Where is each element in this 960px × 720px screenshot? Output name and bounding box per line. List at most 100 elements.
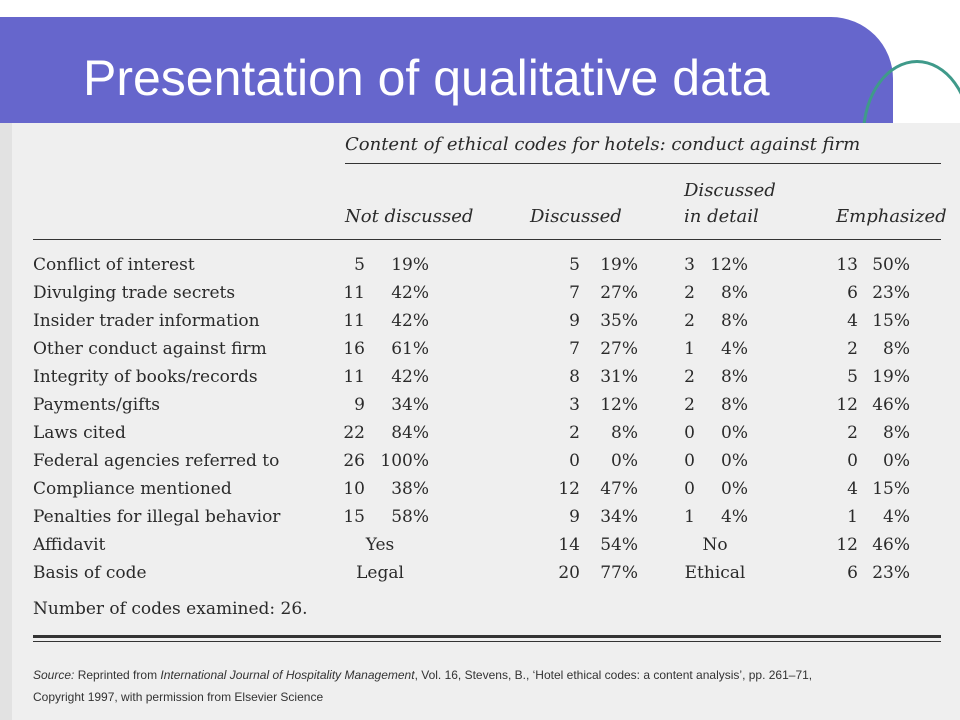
discussed-percent: 27% [600,339,638,359]
table-row: Compliance mentioned 10 38% 12 47% 0 0% … [0,475,960,503]
not-discussed-percent: 42% [391,311,429,331]
in-detail-count: 2 [684,311,695,331]
in-detail-percent: 0% [721,423,748,443]
not-discussed-count: 22 [343,423,365,443]
in-detail-percent: 8% [721,367,748,387]
not-discussed-count: 11 [343,283,365,303]
table-row: Other conduct against firm 16 61% 7 27% … [0,335,960,363]
emphasized-percent: 15% [872,311,910,331]
discussed-percent: 27% [600,283,638,303]
table-row: Laws cited 22 84% 2 8% 0 0% 2 8% [0,419,960,447]
in-detail-count: 1 [684,507,695,527]
discussed-count: 12 [558,479,580,499]
table-row: Divulging trade secrets 11 42% 7 27% 2 8… [0,279,960,307]
in-detail-count: 0 [684,423,695,443]
codes-examined-note: Number of codes examined: 26. [33,599,308,619]
not-discussed-count: 11 [343,367,365,387]
row-label: Integrity of books/records [33,367,258,387]
in-detail-count: 1 [684,339,695,359]
discussed-count: 7 [569,283,580,303]
scan-edge [0,123,12,720]
not-discussed-count: 16 [343,339,365,359]
discussed-count: 20 [558,563,580,583]
in-detail-text: Ethical [684,563,746,583]
not-discussed-percent: 42% [391,367,429,387]
in-detail-percent: 8% [721,395,748,415]
not-discussed-percent: 61% [391,339,429,359]
not-discussed-percent: 19% [391,255,429,275]
row-label: Compliance mentioned [33,479,232,499]
row-label: Insider trader information [33,311,260,331]
discussed-percent: 34% [600,507,638,527]
in-detail-percent: 0% [721,479,748,499]
emphasized-count: 13 [836,255,858,275]
in-detail-percent: 4% [721,507,748,527]
emphasized-count: 12 [836,395,858,415]
discussed-count: 8 [569,367,580,387]
emphasized-percent: 23% [872,563,910,583]
row-label: Other conduct against firm [33,339,267,359]
table-row: Penalties for illegal behavior 15 58% 9 … [0,503,960,531]
source-details: , Vol. 16, Stevens, B., ‘Hotel ethical c… [414,668,813,682]
discussed-count: 3 [569,395,580,415]
source-citation: Source: Reprinted from International Jou… [33,664,933,708]
not-discussed-count: 10 [343,479,365,499]
source-copyright: Copyright 1997, with permission from Els… [33,690,324,704]
emphasized-count: 6 [847,283,858,303]
table-row: Payments/gifts 9 34% 3 12% 2 8% 12 46% [0,391,960,419]
not-discussed-count: 11 [343,311,365,331]
discussed-count: 2 [569,423,580,443]
discussed-percent: 19% [600,255,638,275]
emphasized-count: 5 [847,367,858,387]
table-caption: Content of ethical codes for hotels: con… [345,134,861,155]
discussed-percent: 47% [600,479,638,499]
bottom-rule-thick [33,635,941,638]
table-row: Conflict of interest 5 19% 5 19% 3 12% 1… [0,251,960,279]
table-row: Federal agencies referred to 26 100% 0 0… [0,447,960,475]
discussed-count: 9 [569,311,580,331]
in-detail-count: 0 [684,479,695,499]
not-discussed-percent: 100% [380,451,429,471]
col-head-emphasized: Emphasized [836,206,947,227]
emphasized-count: 0 [847,451,858,471]
in-detail-text: No [702,535,728,555]
discussed-percent: 0% [611,451,638,471]
row-label: Basis of code [33,563,147,583]
in-detail-percent: 4% [721,339,748,359]
discussed-count: 7 [569,339,580,359]
source-reprint-text: Reprinted from [74,668,161,682]
discussed-percent: 8% [611,423,638,443]
emphasized-percent: 19% [872,367,910,387]
discussed-count: 14 [558,535,580,555]
not-discussed-percent: 42% [391,283,429,303]
row-label: Penalties for illegal behavior [33,507,281,527]
not-discussed-count: 5 [354,255,365,275]
emphasized-percent: 50% [872,255,910,275]
not-discussed-percent: 34% [391,395,429,415]
emphasized-count: 6 [847,563,858,583]
slide-title: Presentation of qualitative data [83,50,770,106]
discussed-count: 0 [569,451,580,471]
discussed-percent: 31% [600,367,638,387]
emphasized-percent: 8% [883,423,910,443]
emphasized-percent: 4% [883,507,910,527]
col-head-discussed-in-detail-line1: Discussed [684,180,776,201]
discussed-percent: 35% [600,311,638,331]
emphasized-count: 4 [847,311,858,331]
col-head-discussed-in-detail-line2: in detail [684,206,759,227]
title-banner [0,17,893,123]
table-row: Affidavit Yes 14 54% No 12 46% [0,531,960,559]
row-label: Payments/gifts [33,395,160,415]
not-discussed-count: 26 [343,451,365,471]
not-discussed-percent: 38% [391,479,429,499]
caption-rule [345,163,941,164]
in-detail-percent: 12% [710,255,748,275]
not-discussed-text: Yes [365,535,395,555]
not-discussed-percent: 58% [391,507,429,527]
row-label: Federal agencies referred to [33,451,280,471]
in-detail-count: 0 [684,451,695,471]
in-detail-count: 2 [684,395,695,415]
table-row: Integrity of books/records 11 42% 8 31% … [0,363,960,391]
discussed-percent: 12% [600,395,638,415]
col-head-discussed: Discussed [530,206,622,227]
